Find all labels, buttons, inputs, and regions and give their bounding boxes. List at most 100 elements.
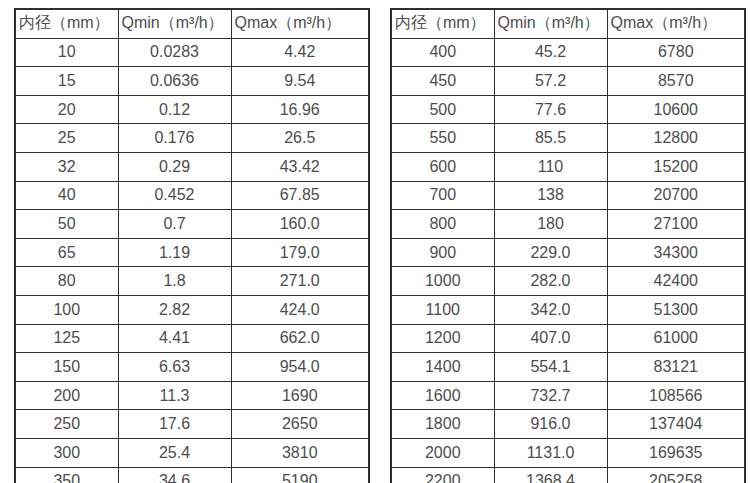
table-row: 60011015200 [391,152,745,181]
table-cell: 26.5 [231,124,369,153]
table-cell: 1200 [391,324,494,353]
table-row: 20011.31690 [15,381,369,410]
table-cell: 179.0 [231,238,369,267]
spec-table-left: 内径（mm）Qmin（m³/h）Qmax（m³/h） 100.02834.421… [14,8,370,483]
table-row: 40045.26780 [391,38,745,67]
table-row: 55085.512800 [391,124,745,153]
table-cell: 0.0283 [118,38,231,67]
table-cell: 4.42 [231,38,369,67]
table-cell: 32 [15,152,118,181]
table-cell: 2.82 [118,295,231,324]
table-cell: 450 [391,67,494,96]
table-cell: 229.0 [494,238,607,267]
table-row: 320.2943.42 [15,152,369,181]
table-cell: 0.7 [118,210,231,239]
table-cell: 16.96 [231,95,369,124]
table-cell: 25 [15,124,118,153]
table-cell: 34300 [607,238,745,267]
table-cell: 1690 [231,381,369,410]
table-row: 500.7160.0 [15,210,369,239]
table-row: 1200407.061000 [391,324,745,353]
table-cell: 65 [15,238,118,267]
table-cell: 250 [15,410,118,439]
header-cell: Qmin（m³/h） [494,9,607,38]
table-cell: 424.0 [231,295,369,324]
table-row: 1506.63954.0 [15,353,369,382]
table-row: 1600732.7108566 [391,381,745,410]
table-cell: 1800 [391,410,494,439]
header-row: 内径（mm）Qmin（m³/h）Qmax（m³/h） [15,9,369,38]
table-cell: 67.85 [231,181,369,210]
table-cell: 1000 [391,267,494,296]
table-cell: 11.3 [118,381,231,410]
table-cell: 0.0636 [118,67,231,96]
table-cell: 8570 [607,67,745,96]
table-cell: 125 [15,324,118,353]
table-cell: 27100 [607,210,745,239]
table-cell: 662.0 [231,324,369,353]
table-cell: 83121 [607,353,745,382]
table-cell: 0.452 [118,181,231,210]
table-cell: 4.41 [118,324,231,353]
table-cell: 900 [391,238,494,267]
table-cell: 17.6 [118,410,231,439]
table-cell: 15200 [607,152,745,181]
table-cell: 600 [391,152,494,181]
table-cell: 40 [15,181,118,210]
table-body: 100.02834.42150.06369.54200.1216.96250.1… [15,38,369,483]
table-cell: 2000 [391,438,494,467]
header-row: 内径（mm）Qmin（m³/h）Qmax（m³/h） [391,9,745,38]
table-row: 100.02834.42 [15,38,369,67]
table-cell: 2200 [391,467,494,483]
table-cell: 6780 [607,38,745,67]
table-cell: 180 [494,210,607,239]
table-cell: 137404 [607,410,745,439]
header-cell: 内径（mm） [391,9,494,38]
table-cell: 6.63 [118,353,231,382]
table-row: 45057.28570 [391,67,745,96]
table-cell: 1100 [391,295,494,324]
table-cell: 1.8 [118,267,231,296]
table-row: 25017.62650 [15,410,369,439]
table-cell: 700 [391,181,494,210]
table-cell: 160.0 [231,210,369,239]
table-cell: 300 [15,438,118,467]
table-cell: 1400 [391,353,494,382]
table-row: 200.1216.96 [15,95,369,124]
table-cell: 42400 [607,267,745,296]
table-cell: 2650 [231,410,369,439]
table-row: 1254.41662.0 [15,324,369,353]
table-cell: 15 [15,67,118,96]
table-cell: 1131.0 [494,438,607,467]
table-cell: 342.0 [494,295,607,324]
table-cell: 20700 [607,181,745,210]
table-row: 35034.65190 [15,467,369,483]
table-row: 1002.82424.0 [15,295,369,324]
table-cell: 20 [15,95,118,124]
table-header: 内径（mm）Qmin（m³/h）Qmax（m³/h） [15,9,369,38]
table-cell: 0.176 [118,124,231,153]
table-cell: 916.0 [494,410,607,439]
table-cell: 10 [15,38,118,67]
table-cell: 57.2 [494,67,607,96]
table-cell: 550 [391,124,494,153]
table-cell: 50 [15,210,118,239]
header-cell: Qmax（m³/h） [607,9,745,38]
table-cell: 34.6 [118,467,231,483]
table-body: 40045.2678045057.2857050077.61060055085.… [391,38,745,483]
table-row: 400.45267.85 [15,181,369,210]
table-row: 150.06369.54 [15,67,369,96]
table-row: 1000282.042400 [391,267,745,296]
table-cell: 3810 [231,438,369,467]
table-cell: 205258 [607,467,745,483]
table-row: 250.17626.5 [15,124,369,153]
table-cell: 1368.4 [494,467,607,483]
table-row: 801.8271.0 [15,267,369,296]
table-row: 1400554.183121 [391,353,745,382]
table-cell: 110 [494,152,607,181]
table-cell: 77.6 [494,95,607,124]
table-row: 50077.610600 [391,95,745,124]
table-cell: 25.4 [118,438,231,467]
table-cell: 12800 [607,124,745,153]
table-cell: 407.0 [494,324,607,353]
